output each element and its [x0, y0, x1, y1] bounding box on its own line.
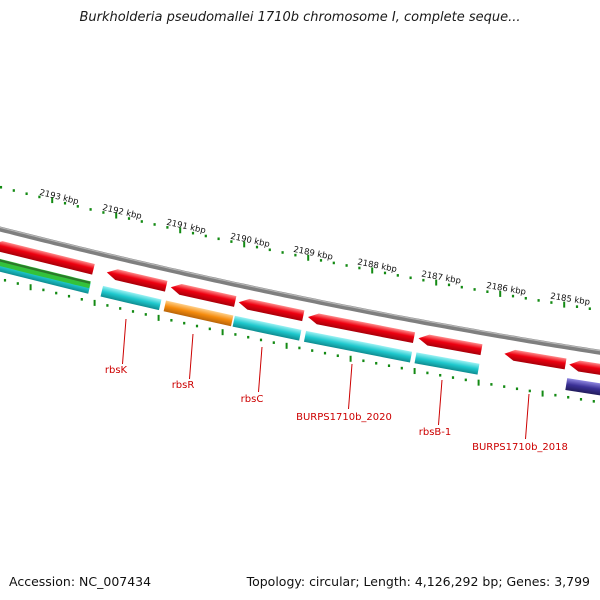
- accession-label: Accession:: [9, 574, 76, 589]
- gene-feature: [569, 360, 600, 377]
- gene-feature-rbsC: [232, 315, 302, 341]
- gene-labels: rbsK rbsR rbsC BURPS1710b_2020 rbsB-1 BURPS17…: [105, 318, 568, 453]
- topology-value: circular: [309, 574, 356, 589]
- misc-feature-edge: [0, 259, 91, 284]
- gene-label: rbsC: [241, 394, 264, 405]
- ruler-label: 2189 kbp: [292, 245, 333, 263]
- backbone: [0, 226, 600, 355]
- misc-feature-right: [565, 378, 600, 398]
- ruler-label: 2192 kbp: [101, 203, 142, 222]
- sequence-summary: Topology: circular; Length: 4,126,292 bp…: [246, 574, 590, 589]
- feature-track: [0, 241, 600, 398]
- ruler-label: 2185 kbp: [550, 292, 591, 308]
- gene-feature-rbsb-1: [414, 352, 480, 375]
- ruler: 2193 kbp 2192 kbp 2191 kbp 2190 kbp 2189 kbp…: [38, 188, 590, 308]
- length-value: 4,126,292 bp: [414, 574, 499, 589]
- gene-pointer-line: [525, 393, 530, 440]
- ruler-label: 2186 kbp: [485, 281, 526, 298]
- ruler-ticks: [0, 185, 595, 403]
- gene-label: rbsK: [105, 365, 128, 376]
- gene-label: BURPS1710b_2020: [296, 412, 392, 423]
- gene-feature: [170, 284, 237, 307]
- misc-feature: [0, 258, 91, 289]
- accession-line: Accession: NC_007434: [9, 574, 151, 589]
- gene-feature-burps1710b-2020: [303, 330, 413, 363]
- ruler-label: 2188 kbp: [356, 258, 397, 275]
- length-label: Length:: [363, 574, 411, 589]
- gene-pointer-line: [438, 379, 443, 426]
- gene-pointer-line: [122, 318, 127, 365]
- gene-pointer-line: [258, 346, 263, 393]
- gene-label: rbsR: [172, 380, 195, 391]
- gene-feature: [308, 313, 416, 344]
- topology-label: Topology:: [246, 574, 306, 589]
- gene-feature: [504, 349, 567, 370]
- gene-label: rbsB-1: [419, 427, 452, 438]
- gene-feature: [418, 334, 483, 356]
- accession-value: NC_007434: [79, 574, 152, 589]
- backbone-highlight: [0, 226, 600, 352]
- ruler-label: 2187 kbp: [420, 270, 461, 287]
- gene-feature: [106, 269, 168, 292]
- ruler-label: 2190 kbp: [229, 232, 270, 250]
- gene-feature-rbsR: [163, 300, 234, 327]
- gene-feature: [0, 241, 95, 275]
- gene-feature: [238, 298, 305, 322]
- gene-pointer-line: [348, 363, 353, 410]
- gene-feature-rbsK: [100, 285, 162, 311]
- ruler-label: 2191 kbp: [165, 218, 206, 237]
- chromosome-backbone: [0, 226, 600, 355]
- gene-pointer-line: [189, 333, 194, 380]
- genes-value: 3,799: [554, 574, 590, 589]
- ruler-label: 2193 kbp: [38, 188, 79, 207]
- genes-label: Genes:: [506, 574, 551, 589]
- map-title: Burkholderia pseudomallei 1710b chromoso…: [79, 10, 521, 25]
- gene-label: BURPS1710b_2018: [472, 442, 568, 453]
